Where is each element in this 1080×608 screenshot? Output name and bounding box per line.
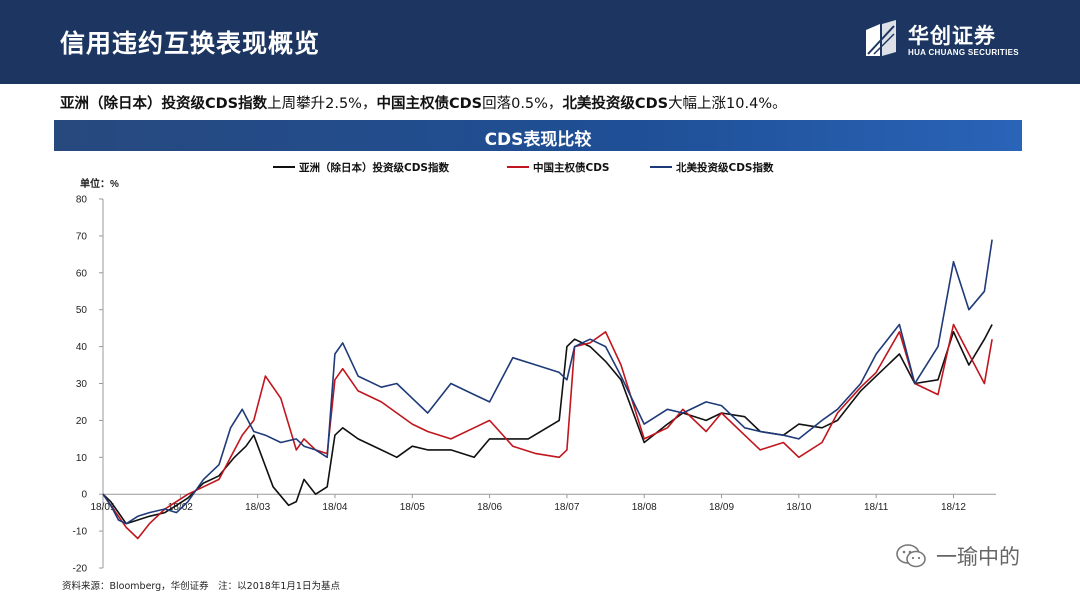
cds-line-chart: 亚洲（除日本）投资级CDS指数 中国主权债CDS 北美投资级CDS指数 单位：% -… bbox=[73, 161, 996, 575]
y-tick-label: 40 bbox=[76, 342, 88, 353]
wechat-icon bbox=[896, 543, 926, 574]
summary-na-label: 北美投资级CDS bbox=[562, 96, 669, 112]
x-tick-label: 18/12 bbox=[941, 502, 966, 513]
x-tick-label: 18/04 bbox=[322, 502, 347, 513]
x-tick-label: 18/08 bbox=[632, 502, 657, 513]
series-line-2 bbox=[102, 239, 993, 525]
x-tick-label: 18/03 bbox=[245, 502, 270, 513]
x-tick-label: 18/10 bbox=[786, 502, 811, 513]
header-bar: 信用违约互换表现概览 华创证券 HUA CHUANG SECURITIES bbox=[0, 0, 1080, 84]
legend-label: 亚洲（除日本）投资级CDS指数 bbox=[299, 161, 449, 174]
y-tick-label: 30 bbox=[76, 379, 88, 390]
summary-china-text: 回落0.5%， bbox=[482, 96, 563, 112]
y-tick-label: 60 bbox=[76, 268, 88, 279]
y-tick-label: 10 bbox=[76, 453, 88, 464]
company-logo: 华创证券 HUA CHUANG SECURITIES bbox=[862, 20, 1032, 64]
y-tick-label: -20 bbox=[73, 564, 88, 575]
y-tick-label: 20 bbox=[76, 416, 88, 427]
series-line-1 bbox=[102, 323, 993, 540]
summary-na-text: 大幅上涨10.4%。 bbox=[668, 96, 787, 112]
x-tick-label: 18/01 bbox=[90, 502, 115, 513]
source-note: 资料来源：Bloomberg，华创证券 注：以2018年1月1日为基点 bbox=[62, 581, 340, 592]
x-tick-label: 18/05 bbox=[400, 502, 425, 513]
chart-banner: CDS表现比较 bbox=[54, 120, 1022, 151]
y-tick-label: 0 bbox=[81, 490, 87, 501]
unit-label: 单位：% bbox=[80, 177, 119, 190]
summary-asia-label: 亚洲（除日本）投资级CDS指数 bbox=[60, 96, 268, 112]
watermark: 一瑜中的 bbox=[896, 541, 1020, 574]
watermark-text: 一瑜中的 bbox=[936, 545, 1020, 569]
y-tick-label: 50 bbox=[76, 305, 88, 316]
y-tick-label: 80 bbox=[76, 195, 88, 206]
y-tick-label: 70 bbox=[76, 231, 88, 242]
x-tick-label: 18/07 bbox=[554, 502, 579, 513]
x-tick-label: 18/11 bbox=[864, 502, 889, 513]
x-tick-label: 18/09 bbox=[709, 502, 734, 513]
summary-china-label: 中国主权债CDS bbox=[376, 96, 483, 112]
chart-legend: 亚洲（除日本）投资级CDS指数 中国主权债CDS 北美投资级CDS指数 bbox=[273, 161, 774, 174]
logo-mark-icon bbox=[866, 20, 896, 56]
x-tick-label: 18/06 bbox=[477, 502, 502, 513]
summary-asia-text: 上周攀升2.5%， bbox=[267, 96, 377, 112]
legend-label: 中国主权债CDS bbox=[533, 161, 609, 174]
summary-text: 亚洲（除日本）投资级CDS指数上周攀升2.5%，中国主权债CDS回落0.5%，北… bbox=[60, 92, 787, 113]
legend-label: 北美投资级CDS指数 bbox=[676, 161, 774, 174]
logo-text-cn: 华创证券 bbox=[908, 24, 996, 48]
chart-series bbox=[102, 239, 993, 540]
y-tick-label: -10 bbox=[73, 527, 88, 538]
logo-text-en: HUA CHUANG SECURITIES bbox=[908, 48, 1019, 57]
page-title: 信用违约互换表现概览 bbox=[60, 29, 321, 58]
chart-title: CDS表现比较 bbox=[484, 130, 592, 150]
